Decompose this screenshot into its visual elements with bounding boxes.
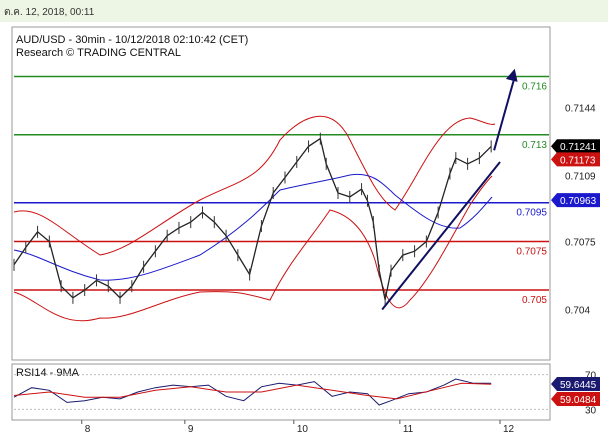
price-tick-label: 0.7109 bbox=[565, 172, 596, 183]
rsi-line bbox=[13, 378, 492, 406]
rsi-tags: 59.6445 59.0484 bbox=[551, 377, 600, 406]
bollinger-lower-band bbox=[13, 175, 493, 322]
forecast-arrow bbox=[493, 76, 516, 151]
level-label: 0.7095 bbox=[516, 208, 547, 219]
time-tick-label: 11 bbox=[403, 424, 414, 435]
rsi-tick-label: 30 bbox=[585, 405, 597, 416]
support-trendline bbox=[381, 161, 501, 311]
bollinger-upper-band bbox=[13, 115, 496, 256]
rsi-value-tag-label: 59.6445 bbox=[560, 380, 597, 391]
arrow-head-icon bbox=[505, 68, 518, 82]
time-tick-label: 10 bbox=[297, 424, 309, 435]
price-tags: 0.71241 0.71173 0.70963 bbox=[551, 139, 600, 208]
rsi-title: RSI14 - 9MA bbox=[16, 367, 80, 379]
price-points bbox=[13, 132, 492, 306]
price-tag-box bbox=[551, 193, 600, 208]
rsi-plot-frame bbox=[11, 363, 551, 421]
time-tick-label: 12 bbox=[503, 424, 515, 435]
last-price-tag-box bbox=[551, 139, 600, 154]
moving-average-line bbox=[13, 173, 493, 281]
chart-subtitle: Research © TRADING CENTRAL bbox=[16, 47, 181, 59]
level-label: 0.705 bbox=[522, 295, 547, 306]
price-tag-label: 0.70963 bbox=[560, 196, 597, 207]
price-tag-box bbox=[551, 152, 600, 167]
price-tick-label: 0.704 bbox=[565, 305, 590, 316]
time-axis: 8 9 10 11 12 bbox=[81, 420, 515, 435]
price-axis: 0.7144 0.7109 0.7075 0.704 bbox=[565, 104, 596, 317]
rsi-ma-line bbox=[13, 382, 492, 400]
time-tick-label: 8 bbox=[85, 424, 91, 435]
price-tag-label: 0.71173 bbox=[560, 155, 596, 166]
price-tick-label: 0.7075 bbox=[565, 238, 596, 249]
last-price-tag-label: 0.71241 bbox=[560, 142, 597, 153]
rsi-ma-value-tag-label: 59.0484 bbox=[560, 395, 597, 406]
support-resistance-levels: 0.716 0.713 0.7095 0.7075 0.705 bbox=[14, 75, 549, 306]
chart-title: AUD/USD - 30min - 10/12/2018 02:10:42 (C… bbox=[16, 34, 248, 46]
date-bar: ต.ค. 12, 2018, 00:11 bbox=[0, 0, 608, 22]
main-plot-frame bbox=[11, 26, 551, 361]
level-label: 0.716 bbox=[522, 82, 547, 93]
rsi-tick-label: 70 bbox=[585, 371, 597, 382]
level-label: 0.7075 bbox=[516, 247, 547, 258]
level-label: 0.713 bbox=[522, 140, 547, 151]
date-label: ต.ค. 12, 2018, 00:11 bbox=[4, 7, 95, 18]
time-tick-label: 9 bbox=[188, 424, 194, 435]
rsi-value-tag-box bbox=[551, 377, 600, 391]
rsi-ma-value-tag-box bbox=[551, 392, 600, 406]
price-tick-label: 0.7144 bbox=[565, 104, 596, 115]
